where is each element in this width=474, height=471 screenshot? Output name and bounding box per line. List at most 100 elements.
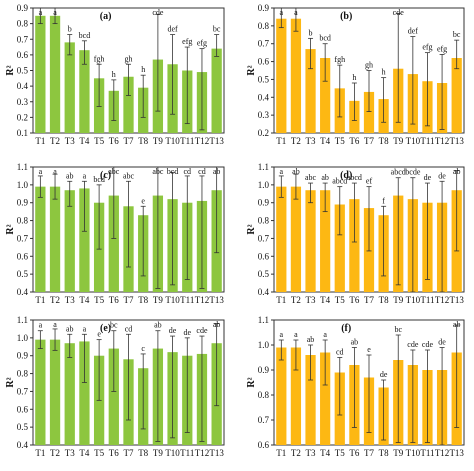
y-tick-label: 0.8: [258, 21, 270, 31]
x-tick-label: T5: [335, 448, 345, 458]
x-tick-label: T12: [435, 136, 450, 146]
panel-b: 0.2 0.3 0.4 0.5 0.6 0.7 0.8 0.9 R² a T1 a T2 b T3 bcd T4…: [246, 3, 465, 146]
x-tick-label: T7: [124, 448, 134, 458]
significance-letter: a: [280, 8, 284, 17]
bar: [320, 58, 331, 133]
significance-letter: bc: [453, 30, 461, 39]
significance-letter: a: [83, 324, 87, 333]
y-tick-label: 0.7: [258, 233, 270, 243]
panel-label: (f): [341, 323, 351, 334]
x-tick-label: T12: [195, 136, 210, 146]
x-tick-label: T11: [420, 295, 434, 305]
y-axis-label: R²: [5, 224, 16, 234]
bar: [305, 49, 316, 134]
significance-letter: abcd: [391, 168, 406, 177]
bar: [79, 50, 90, 133]
significance-letter: h: [352, 73, 356, 82]
y-axis-label: R²: [5, 65, 16, 75]
bar: [451, 58, 462, 133]
y-tick-label: 0.8: [258, 390, 270, 400]
significance-letter: ab: [307, 335, 315, 344]
significance-letter: ab: [213, 167, 221, 176]
y-tick-label: 0.5: [17, 269, 29, 279]
significance-letter: ab: [321, 173, 329, 182]
significance-letter: cd: [336, 348, 344, 357]
x-tick-label: T6: [349, 295, 359, 305]
x-tick-label: T1: [276, 295, 286, 305]
bar: [49, 186, 61, 292]
significance-letter: a: [294, 330, 298, 339]
y-tick-label: 0.7: [258, 415, 270, 425]
x-tick-label: T3: [65, 448, 75, 458]
x-tick-label: T9: [153, 295, 163, 305]
significance-letter: b: [309, 28, 313, 37]
y-tick-label: 1.0: [17, 180, 29, 190]
significance-letter: a: [83, 171, 87, 180]
y-tick-label: 0.7: [17, 233, 29, 243]
significance-letter: efg: [437, 44, 447, 53]
y-tick-label: 0.6: [17, 404, 29, 414]
bar: [334, 204, 345, 292]
significance-letter: efg: [182, 37, 192, 46]
panel-label: (e): [100, 323, 111, 334]
y-axis-label: R²: [246, 224, 257, 234]
bar: [349, 199, 360, 292]
y-tick-label: 0.7: [17, 386, 29, 396]
y-tick-label: 0.5: [258, 269, 270, 279]
significance-letter: a: [39, 321, 43, 330]
significance-letter: h: [141, 65, 145, 74]
bar: [64, 190, 75, 292]
significance-letter: a: [53, 8, 57, 17]
x-tick-label: T9: [393, 295, 403, 305]
x-tick-label: T9: [393, 448, 403, 458]
significance-letter: cde: [422, 340, 434, 349]
significance-letter: f: [382, 196, 385, 205]
x-tick-label: T13: [449, 136, 464, 146]
y-axis-label: R²: [5, 377, 16, 387]
x-tick-label: T4: [320, 136, 330, 146]
x-tick-label: T1: [276, 136, 286, 146]
y-tick-label: 1.1: [258, 315, 269, 325]
significance-letter: cde: [196, 326, 208, 335]
panel-label: (b): [340, 11, 352, 22]
bar: [64, 42, 75, 133]
significance-letter: cd: [183, 167, 191, 176]
bar: [305, 355, 316, 445]
x-tick-label: T1: [35, 448, 45, 458]
significance-letter: abcd: [332, 177, 347, 186]
significance-letter: h: [382, 68, 386, 77]
significance-letter: de: [438, 338, 446, 347]
bar: [35, 15, 46, 133]
y-tick-label: 1.1: [17, 315, 28, 325]
x-tick-label: T8: [379, 448, 389, 458]
y-tick-label: 0.9: [258, 365, 270, 375]
significance-letter: a: [53, 167, 57, 176]
significance-letter: e: [367, 345, 371, 354]
y-tick-label: 0.9: [17, 351, 29, 361]
x-tick-label: T6: [109, 136, 119, 146]
significance-letter: a: [294, 8, 298, 17]
x-tick-label: T11: [420, 448, 434, 458]
x-tick-label: T3: [65, 136, 75, 146]
bar: [290, 347, 302, 445]
y-tick-label: 0.5: [17, 422, 29, 432]
x-tick-label: T8: [379, 136, 389, 146]
significance-letter: bc: [394, 325, 402, 334]
significance-letter: h: [112, 70, 116, 79]
panel-d: 0.4 0.5 0.6 0.7 0.8 0.9 1.0 1.1 R² a T1 ab T2 abc T3 ab…: [246, 162, 465, 305]
significance-letter: de: [380, 370, 388, 379]
y-tick-label: 0.8: [258, 216, 270, 226]
y-tick-label: 0.9: [258, 3, 270, 13]
significance-letter: abcd: [347, 173, 362, 182]
x-tick-label: T2: [291, 295, 301, 305]
x-tick-label: T11: [180, 295, 194, 305]
x-tick-label: T12: [195, 448, 210, 458]
x-tick-label: T4: [79, 295, 89, 305]
x-tick-label: T8: [138, 295, 148, 305]
significance-letter: bc: [110, 321, 118, 330]
significance-letter: a: [39, 167, 43, 176]
x-tick-label: T4: [79, 448, 89, 458]
x-tick-label: T2: [291, 448, 301, 458]
significance-letter: a: [323, 330, 327, 339]
x-tick-label: T3: [306, 448, 316, 458]
